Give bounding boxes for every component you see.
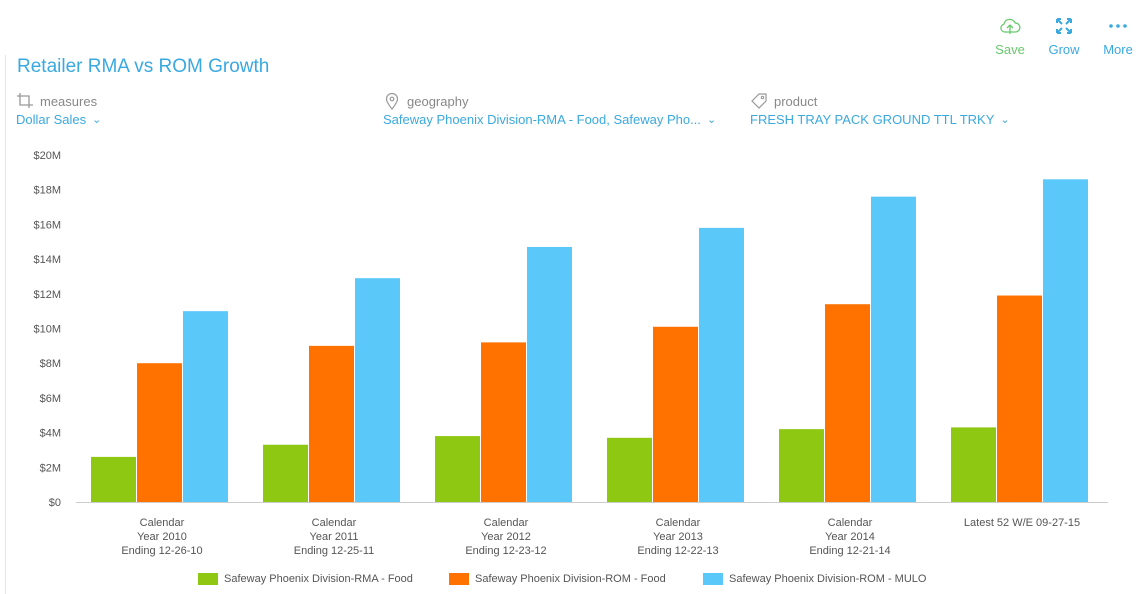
x-tick-label: Year 2011 — [310, 531, 359, 543]
product-value: FRESH TRAY PACK GROUND TTL TRKY — [750, 112, 995, 127]
tag-icon — [751, 93, 767, 109]
bar — [355, 278, 400, 502]
legend-swatch — [449, 573, 469, 585]
measures-dropdown[interactable]: Dollar Sales ⌄ — [16, 112, 101, 127]
bar — [183, 311, 228, 502]
more-label: More — [1103, 42, 1133, 57]
x-tick-label: Calendar — [140, 517, 185, 529]
x-tick-label: Ending 12-23-12 — [465, 545, 546, 557]
bar — [527, 246, 572, 502]
geography-dropdown[interactable]: Safeway Phoenix Division-RMA - Food, Saf… — [383, 112, 716, 127]
x-tick-label: Ending 12-25-11 — [294, 545, 375, 557]
bar — [481, 342, 526, 502]
bar — [779, 429, 824, 502]
x-tick-label: Year 2012 — [481, 531, 531, 543]
y-tick-label: $8M — [40, 358, 61, 370]
location-pin-icon — [385, 92, 399, 110]
y-tick-label: $10M — [33, 324, 61, 336]
product-caption: product — [774, 93, 818, 109]
measures-caption: measures — [40, 93, 98, 109]
expand-icon — [1056, 18, 1072, 34]
bar — [137, 363, 182, 502]
y-tick-label: $20M — [33, 150, 61, 162]
x-tick-label: Ending 12-26-10 — [121, 545, 202, 557]
chevron-down-icon: ⌄ — [706, 114, 717, 126]
bar — [263, 444, 308, 502]
cloud-upload-icon — [1000, 18, 1021, 34]
bar — [91, 456, 136, 502]
bar — [653, 326, 698, 502]
chart-legend: Safeway Phoenix Division-RMA - Food Safe… — [0, 573, 1146, 589]
x-tick-label: Year 2014 — [825, 531, 875, 543]
y-tick-label: $2M — [40, 462, 61, 474]
geography-value: Safeway Phoenix Division-RMA - Food, Saf… — [383, 112, 701, 127]
crop-icon — [17, 93, 33, 108]
y-tick-label: $4M — [40, 428, 61, 440]
save-label: Save — [995, 42, 1025, 57]
legend-swatch — [198, 573, 218, 585]
x-tick-label: Calendar — [656, 517, 701, 529]
measures-value: Dollar Sales — [16, 112, 87, 127]
y-tick-label: $18M — [33, 185, 61, 197]
x-tick-label: Calendar — [312, 517, 357, 529]
more-dots-icon — [1109, 24, 1127, 28]
bar — [997, 295, 1042, 502]
toolbar: Save Grow More — [992, 14, 1136, 57]
bar — [1043, 179, 1088, 502]
geography-caption: geography — [407, 93, 469, 109]
x-tick-label: Calendar — [828, 517, 873, 529]
y-tick-label: $6M — [40, 393, 61, 405]
bar — [871, 196, 916, 502]
x-tick-label: Ending 12-22-13 — [637, 545, 718, 557]
bar — [825, 304, 870, 502]
bar-chart: $0 $2M $4M $6M $8M $10M $12M $14M $16M $18M $20M Ca… — [33, 150, 1108, 557]
x-tick-label: Year 2010 — [137, 531, 187, 543]
legend-label: Safeway Phoenix Division-ROM - Food — [475, 573, 666, 585]
y-tick-label: $16M — [33, 219, 61, 231]
x-tick-label: Ending 12-21-14 — [809, 545, 890, 557]
chevron-down-icon: ⌄ — [1000, 114, 1010, 126]
left-border — [5, 55, 6, 594]
grow-label: Grow — [1048, 42, 1080, 57]
x-tick-label: Year 2013 — [653, 531, 703, 543]
product-filter: product FRESH TRAY PACK GROUND TTL TRKY … — [750, 90, 1010, 127]
x-tick-label: Latest 52 W/E 09-27-15 — [964, 517, 1080, 529]
page-title: Retailer RMA vs ROM Growth — [17, 56, 270, 77]
bar — [699, 227, 744, 502]
bar — [607, 437, 652, 502]
bar — [951, 427, 996, 502]
geography-filter: geography Safeway Phoenix Division-RMA -… — [383, 90, 716, 127]
legend-item-rma-food[interactable]: Safeway Phoenix Division-RMA - Food — [198, 573, 413, 585]
legend-label: Safeway Phoenix Division-ROM - MULO — [729, 573, 927, 585]
y-tick-label: $0 — [49, 497, 61, 509]
grow-button[interactable]: Grow — [1046, 14, 1082, 57]
chevron-down-icon: ⌄ — [92, 114, 102, 126]
y-tick-label: $12M — [33, 289, 61, 301]
bar — [435, 436, 480, 502]
y-tick-label: $14M — [33, 254, 61, 266]
more-button[interactable]: More — [1100, 14, 1136, 57]
legend-item-rom-mulo[interactable]: Safeway Phoenix Division-ROM - MULO — [703, 573, 926, 585]
legend-item-rom-food[interactable]: Safeway Phoenix Division-ROM - Food — [449, 573, 666, 585]
measures-filter: measures Dollar Sales ⌄ — [16, 90, 101, 127]
save-button[interactable]: Save — [992, 14, 1028, 57]
bar — [309, 345, 354, 502]
legend-swatch — [703, 573, 723, 585]
product-dropdown[interactable]: FRESH TRAY PACK GROUND TTL TRKY ⌄ — [750, 112, 1010, 127]
legend-label: Safeway Phoenix Division-RMA - Food — [224, 573, 413, 585]
x-tick-label: Calendar — [484, 517, 529, 529]
